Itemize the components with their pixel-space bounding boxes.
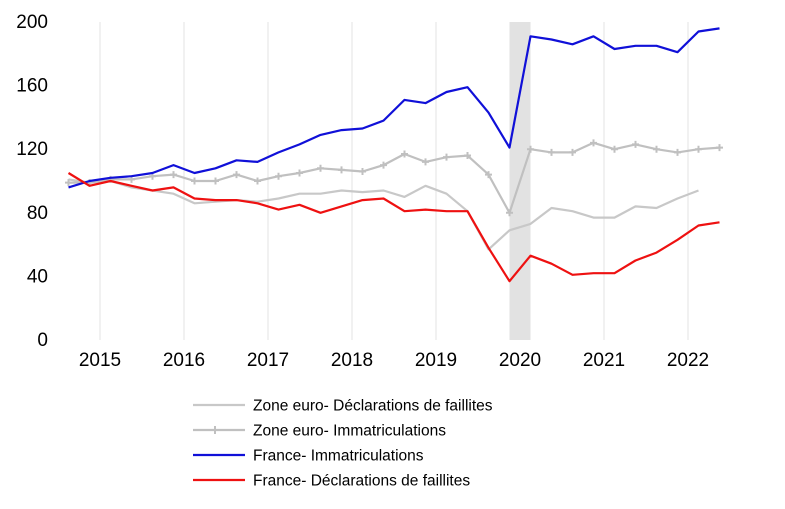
series-1-point-21: [506, 209, 513, 217]
series-line-2: [68, 27, 720, 189]
series-1-point-11: [296, 169, 303, 177]
y-tick-label-200: 200: [16, 12, 48, 33]
series-1-point-31: [716, 144, 723, 152]
series-1-point-18: [443, 153, 450, 161]
series-1-point-26: [611, 145, 618, 153]
y-tick-label-80: 80: [27, 203, 48, 224]
series-layer: [65, 27, 723, 283]
legend-label-2: France- Immatriculations: [253, 448, 424, 465]
series-1-point-27: [632, 140, 639, 148]
legend: Zone euro- Déclarations de faillites Zone…: [193, 398, 493, 490]
series-1-point-7: [212, 177, 219, 185]
series-line-1: [68, 141, 720, 214]
series-1-point-25: [590, 139, 597, 147]
series-1-point-28: [653, 145, 660, 153]
y-tick-label-40: 40: [27, 266, 48, 287]
series-1-point-17: [422, 158, 429, 166]
x-tick-label-2021: 2021: [583, 350, 625, 371]
legend-label-1: Zone euro- Immatriculations: [253, 423, 446, 440]
series-1-point-24: [569, 148, 576, 156]
x-tick-label-2015: 2015: [79, 350, 121, 371]
series-1-point-6: [191, 177, 198, 185]
series-line-0: [68, 178, 699, 251]
x-tick-label-2020: 2020: [499, 350, 541, 371]
series-1-point-20: [485, 171, 492, 179]
y-tick-label-0: 0: [37, 330, 48, 351]
series-1-point-8: [233, 171, 240, 179]
series-1-point-12: [317, 164, 324, 172]
series-1-point-22: [527, 145, 534, 153]
series-1-point-23: [548, 148, 555, 156]
legend-marker-1: [211, 426, 219, 434]
y-tick-label-120: 120: [16, 139, 48, 160]
x-tick-label-2019: 2019: [415, 350, 457, 371]
series-1-point-13: [338, 166, 345, 174]
grid: [99, 22, 689, 340]
x-axis: 2015 2016 2017 2018 2019 2020 2021 2022: [79, 350, 709, 371]
series-1-point-16: [401, 150, 408, 158]
series-1-point-30: [695, 145, 702, 153]
series-line-3: [67, 172, 720, 283]
y-tick-label-160: 160: [16, 76, 48, 97]
x-tick-label-2016: 2016: [163, 350, 205, 371]
series-1-point-19: [464, 152, 471, 160]
x-tick-label-2018: 2018: [331, 350, 373, 371]
x-tick-label-2022: 2022: [667, 350, 709, 371]
series-1-point-10: [275, 172, 282, 180]
y-axis: 0 40 80 120 160 200: [16, 12, 48, 351]
series-1-point-0: [65, 179, 72, 187]
series-1-point-14: [359, 167, 366, 175]
x-tick-label-2017: 2017: [247, 350, 289, 371]
series-1-point-9: [254, 177, 261, 185]
series-1-point-5: [170, 171, 177, 179]
series-1-point-15: [380, 161, 387, 169]
series-1-point-29: [674, 148, 681, 156]
legend-label-3: France- Déclarations de faillites: [253, 473, 470, 490]
legend-label-0: Zone euro- Déclarations de faillites: [253, 398, 493, 415]
